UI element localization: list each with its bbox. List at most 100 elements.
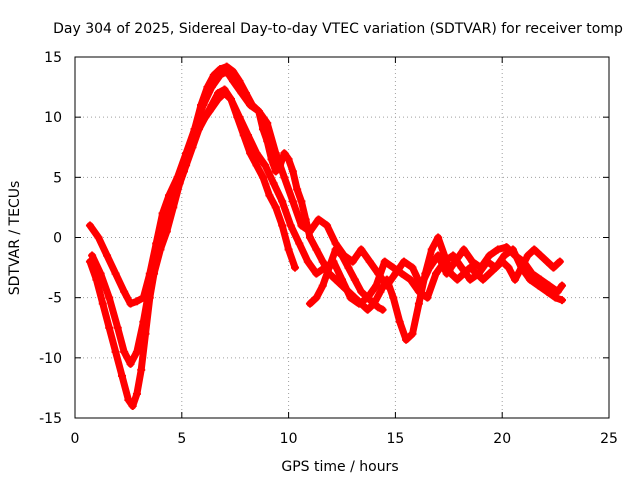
data-point xyxy=(312,269,321,278)
data-point xyxy=(252,161,261,170)
data-point xyxy=(406,275,415,284)
data-point xyxy=(184,149,193,158)
data-point xyxy=(525,275,534,284)
data-point xyxy=(271,203,280,212)
data-point xyxy=(378,305,387,314)
data-point xyxy=(288,167,297,176)
data-point xyxy=(350,293,359,302)
data-point xyxy=(162,227,171,236)
x-tick-label: 10 xyxy=(280,431,298,447)
data-point xyxy=(466,275,475,284)
axis-ticks: 0 5 10 15 20 25 -15 -10 -5 0 5 10 15 xyxy=(39,50,618,447)
data-point xyxy=(92,275,101,284)
data-point xyxy=(421,269,430,278)
data-point xyxy=(536,251,545,260)
data-point xyxy=(111,269,120,278)
data-point xyxy=(325,263,334,272)
data-point xyxy=(303,257,312,266)
data-point xyxy=(269,179,278,188)
data-point xyxy=(374,303,383,312)
data-point xyxy=(344,263,353,272)
data-point xyxy=(485,251,494,260)
data-point xyxy=(472,269,481,278)
data-point xyxy=(389,263,398,272)
data-point xyxy=(440,251,449,260)
data-point xyxy=(105,293,114,302)
data-point xyxy=(248,101,257,110)
data-point xyxy=(207,101,216,110)
y-axis-title: SDTVAR / TECUs xyxy=(7,181,23,296)
data-point xyxy=(555,257,564,266)
data-point xyxy=(124,395,133,404)
data-point xyxy=(88,251,97,260)
data-point xyxy=(357,245,366,254)
data-point xyxy=(466,263,475,272)
x-axis-title: GPS time / hours xyxy=(281,459,398,475)
data-point xyxy=(498,257,507,266)
data-point xyxy=(491,263,500,272)
data-point xyxy=(169,203,178,212)
y-tick-label: 0 xyxy=(53,231,62,247)
data-point xyxy=(226,95,235,104)
data-point xyxy=(338,251,346,260)
data-point xyxy=(427,245,436,254)
data-point xyxy=(357,299,366,308)
data-point xyxy=(214,89,223,98)
data-point xyxy=(511,275,520,284)
data-point xyxy=(449,251,458,260)
x-tick-label: 25 xyxy=(600,431,618,447)
data-point xyxy=(267,155,276,164)
data-point xyxy=(314,215,323,224)
data-point xyxy=(98,299,107,308)
data-point xyxy=(331,245,340,254)
data-point xyxy=(263,137,272,146)
data-series-4 xyxy=(184,62,387,314)
data-point xyxy=(408,329,417,338)
data-point xyxy=(258,125,267,134)
data-point xyxy=(235,77,244,86)
data-point xyxy=(318,281,327,290)
data-point xyxy=(137,365,146,374)
data-series-3 xyxy=(85,85,300,410)
data-point xyxy=(105,323,114,332)
data-point xyxy=(288,197,297,206)
data-point xyxy=(85,257,94,266)
data-series xyxy=(85,62,567,410)
data-point xyxy=(459,245,468,254)
data-point xyxy=(483,257,492,266)
data-point xyxy=(126,359,135,368)
data-point xyxy=(312,245,321,254)
data-point xyxy=(363,293,372,302)
data-point xyxy=(372,281,381,290)
data-point xyxy=(553,287,562,296)
data-point xyxy=(363,305,372,314)
data-point xyxy=(291,263,300,272)
data-point xyxy=(222,62,231,71)
data-point xyxy=(128,401,137,410)
data-point xyxy=(126,299,135,308)
data-point xyxy=(389,293,398,302)
data-point xyxy=(197,101,206,110)
y-tick-label: 5 xyxy=(53,170,62,186)
data-point xyxy=(284,155,293,164)
data-point xyxy=(150,269,159,278)
y-tick-label: 10 xyxy=(44,110,62,126)
data-point xyxy=(201,113,210,122)
data-point xyxy=(117,371,126,380)
data-point xyxy=(382,275,391,284)
y-tick-label: -5 xyxy=(48,291,62,307)
data-point xyxy=(239,131,248,140)
data-point xyxy=(549,263,558,272)
data-point xyxy=(350,275,359,284)
data-point xyxy=(380,257,389,266)
data-point xyxy=(323,221,332,230)
data-point xyxy=(297,197,306,206)
data-point xyxy=(402,335,411,344)
data-point xyxy=(468,257,477,266)
data-point xyxy=(182,161,191,170)
y-tick-label: 15 xyxy=(44,50,62,66)
x-tick-label: 15 xyxy=(386,431,404,447)
y-tick-label: -10 xyxy=(39,351,62,367)
data-point xyxy=(399,257,408,266)
